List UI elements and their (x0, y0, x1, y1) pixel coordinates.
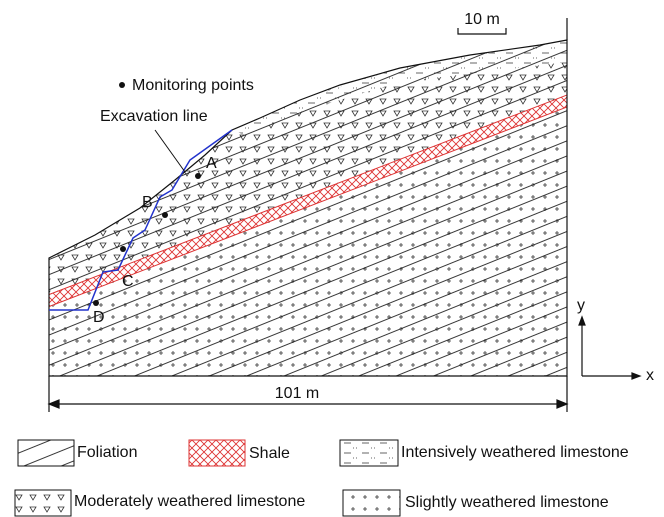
legend-swatch (14, 489, 72, 517)
legend-label: Slightly weathered limestone (405, 494, 609, 511)
section-outline (48, 39, 568, 377)
legend-label: Foliation (77, 444, 137, 461)
point-label: D (93, 309, 105, 326)
point-label: C (122, 273, 134, 290)
annotation: Excavation line (100, 108, 208, 125)
axes (578, 315, 642, 380)
legend-label: Intensively weathered limestone (401, 444, 629, 461)
legend-swatch (342, 489, 401, 517)
monitoring-point (195, 173, 201, 179)
dimension-label: 101 m (275, 385, 319, 402)
scale-label: 10 m (464, 11, 500, 28)
annotation: Monitoring points (132, 77, 254, 94)
cross-section (49, 40, 567, 376)
monitoring-point (120, 246, 126, 252)
axis-label: x (646, 367, 654, 384)
point-label: A (206, 155, 217, 172)
legend-swatch (17, 439, 75, 467)
monitoring-point (162, 212, 168, 218)
legend-label: Shale (249, 445, 290, 462)
axis-label: y (577, 297, 585, 314)
dimension (47, 376, 569, 412)
excavation-line (49, 129, 233, 311)
scale-bar (457, 28, 507, 35)
leader-line (154, 129, 186, 173)
monitoring-point (93, 300, 99, 306)
legend-swatch (339, 439, 399, 467)
legend-label: Moderately weathered limestone (74, 493, 305, 510)
legend-dot (119, 82, 125, 88)
legend-swatch (188, 439, 246, 467)
point-label: B (142, 194, 153, 211)
